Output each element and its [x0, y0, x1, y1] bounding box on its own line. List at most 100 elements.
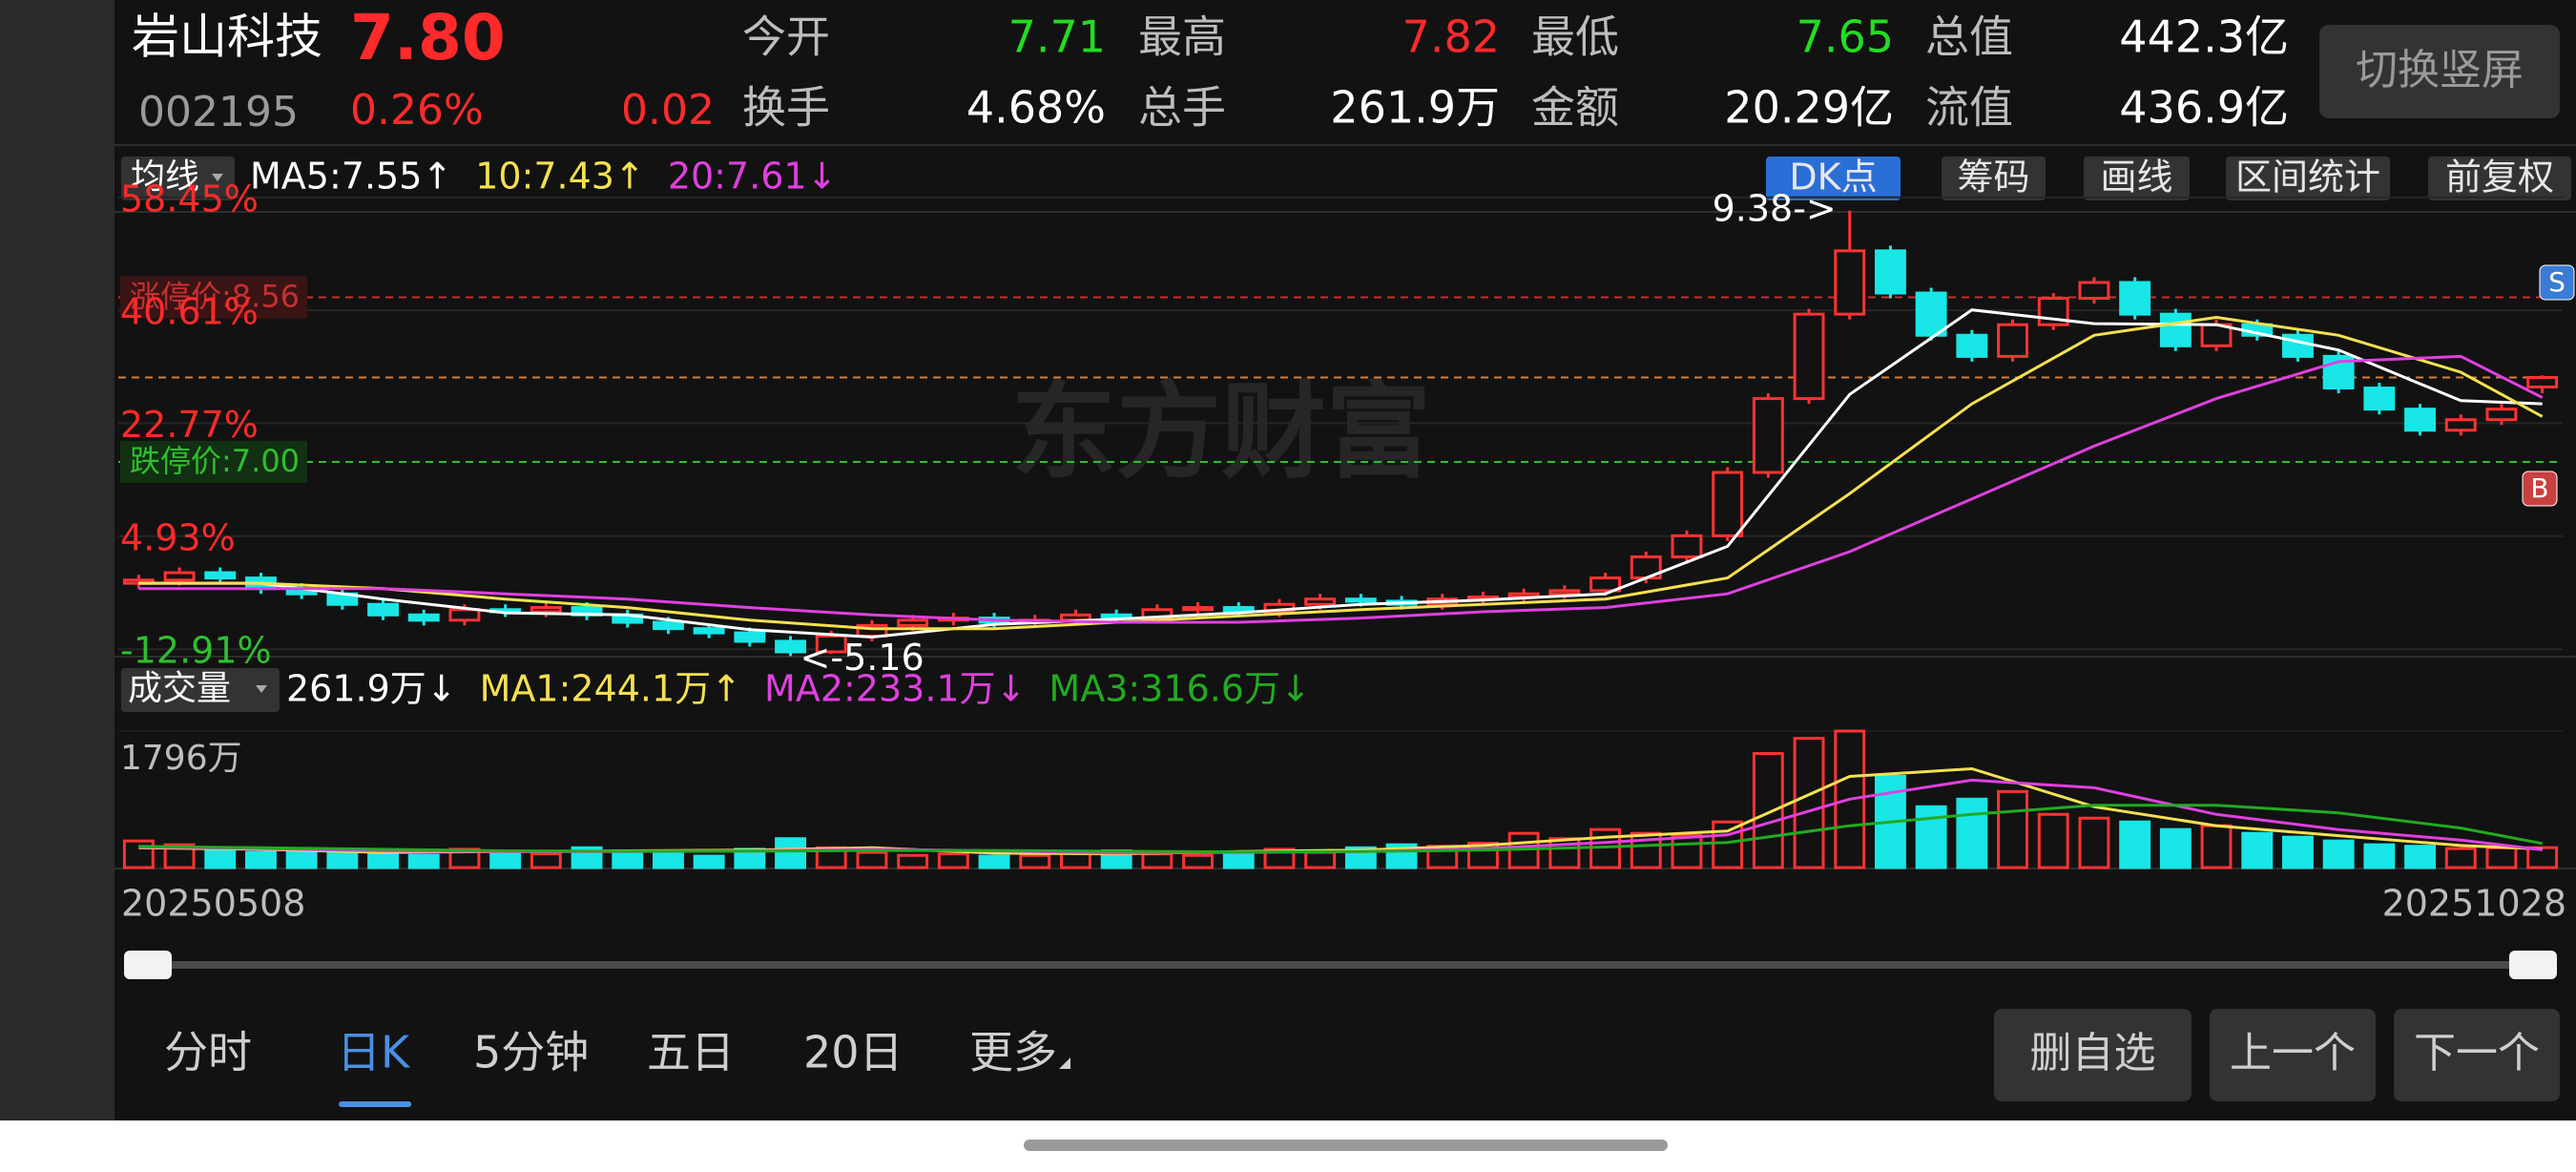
tab[interactable]: 更多 [969, 1027, 1057, 1078]
volume-bar [204, 847, 237, 869]
signal-marker [2539, 264, 2575, 301]
volume-bar [2037, 812, 2069, 869]
volume-bar [1263, 848, 1296, 869]
legend-entry: MA1:244.1万↑ [480, 668, 741, 710]
y-tick-label: 58.45% [120, 178, 259, 220]
change: 0.02 [621, 86, 715, 135]
candle-body [653, 620, 684, 631]
volume-bar [326, 852, 359, 869]
action-button[interactable] [2210, 1009, 2376, 1101]
tool-button-label: 前复权 [2445, 157, 2554, 199]
volume-bar [407, 853, 440, 869]
candle-body [2444, 418, 2477, 432]
volume-bar [775, 837, 806, 869]
stat-label: 今开 [742, 11, 830, 63]
stat-label: 总手 [1138, 82, 1226, 134]
scroll-handle-right[interactable] [2509, 951, 2557, 979]
candle-body [1793, 312, 1825, 401]
candle-body [1671, 534, 1703, 558]
volume-bar [163, 843, 196, 869]
candle-body [530, 606, 562, 614]
tab[interactable]: 20日 [803, 1027, 904, 1078]
volume-bar [1752, 752, 1784, 869]
candle-body [734, 631, 766, 643]
volume-bar [2282, 835, 2314, 869]
home-indicator[interactable] [1024, 1140, 1668, 1151]
legend-entry: MA2:233.1万↓ [764, 668, 1026, 710]
y-tick-label: -12.91% [120, 630, 272, 672]
volume-bar [2485, 846, 2518, 869]
candle-body [1344, 597, 1377, 603]
candle-body [2526, 376, 2559, 388]
tab[interactable]: 5分钟 [473, 1027, 589, 1078]
stat-value: 20.29亿 [1724, 82, 1894, 134]
tab-underline [339, 1101, 412, 1107]
candle-body [2078, 281, 2110, 301]
volume-bar [1793, 737, 1825, 869]
tool-button[interactable] [2226, 157, 2390, 200]
rotate-label: 切换竖屏 [2356, 46, 2524, 94]
volume-bar [2159, 827, 2192, 869]
candle-body [1956, 333, 1988, 358]
candle-body [2404, 408, 2436, 432]
ma-button[interactable] [121, 157, 235, 200]
stat-label: 总值 [1925, 11, 2013, 63]
tool-button[interactable] [2084, 157, 2190, 200]
tool-buttons: DK点 筹码 画线 区间统计 前复权 [1766, 157, 2571, 200]
stat-label: 流值 [1925, 82, 2013, 134]
limit-label: 涨停价:8.56 [130, 278, 300, 314]
volume-bar [1671, 834, 1703, 869]
stat-value: 7.71 [1008, 11, 1106, 63]
volume-bar [1304, 850, 1337, 869]
tool-button-label: DK点 [1789, 157, 1877, 199]
tab[interactable]: 分时 [164, 1027, 252, 1078]
tool-button-label: 筹码 [1957, 157, 2029, 199]
sidebar [0, 0, 114, 1120]
action-label: 上一个 [2230, 1029, 2356, 1078]
volume-bar [1019, 853, 1051, 869]
stat-value: 7.82 [1402, 11, 1500, 63]
candle-body [2159, 312, 2192, 347]
candle-body [775, 639, 806, 654]
volume-bar [653, 852, 684, 869]
tool-button[interactable] [2428, 157, 2571, 200]
y-tick-label: 4.93% [120, 516, 236, 558]
volume-bar [693, 854, 725, 869]
volume-bar [285, 848, 318, 869]
stat-value: 4.68% [966, 82, 1106, 134]
candle-body [1304, 597, 1337, 606]
action-button[interactable] [2394, 1009, 2560, 1101]
volume-button[interactable] [121, 668, 280, 712]
volume-bar [1712, 820, 1744, 869]
scroll-handle-left[interactable] [124, 951, 172, 979]
action-label: 下一个 [2414, 1029, 2540, 1078]
volume-bar [856, 850, 888, 869]
tab[interactable]: 日K [337, 1027, 411, 1078]
volume-bar [2444, 847, 2477, 869]
tool-button[interactable] [1766, 157, 1901, 200]
rotate-button[interactable] [2319, 25, 2560, 118]
action-button[interactable] [1994, 1009, 2192, 1101]
tab[interactable]: 五日 [647, 1027, 735, 1078]
tool-button[interactable] [1942, 157, 2046, 200]
stat-label: 最低 [1531, 11, 1619, 63]
stat-value: 261.9万 [1330, 82, 1500, 134]
tool-button-label: 画线 [2100, 157, 2172, 199]
volume-bar [612, 848, 644, 869]
stock-code: 002195 [138, 88, 299, 136]
watermark: 东方财富 [1011, 370, 1431, 492]
price-annotation: 9.38-> [1713, 187, 1837, 229]
stat-value: 7.65 [1797, 11, 1894, 63]
candle-body [1997, 323, 2028, 358]
volume-bar [367, 850, 399, 869]
volume-bar [2241, 831, 2274, 869]
candle-body [2485, 408, 2518, 422]
y-tick-label: 22.77% [120, 404, 259, 446]
volume-bar [2322, 839, 2355, 869]
candle-body [1589, 576, 1621, 593]
stat-value: 436.9亿 [2119, 82, 2289, 134]
candle-body [1834, 249, 1866, 316]
volume-button-label: 成交量 [128, 669, 231, 708]
candle-body [693, 627, 725, 635]
